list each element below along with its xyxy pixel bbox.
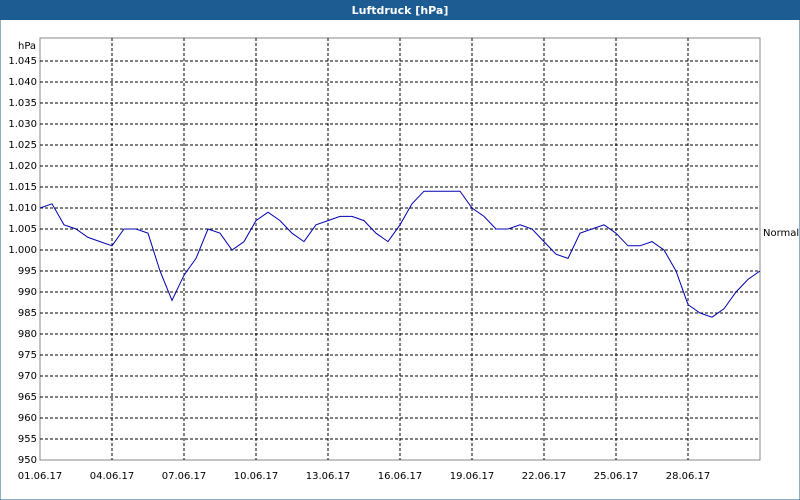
x-tick-label: 19.06.17 bbox=[450, 471, 495, 482]
chart-title: Luftdruck [hPa] bbox=[352, 4, 449, 17]
x-tick-label: 04.06.17 bbox=[90, 471, 135, 482]
y-tick-label: 960 bbox=[18, 413, 37, 424]
y-tick-label: 1.045 bbox=[8, 56, 37, 67]
y-tick-label: 995 bbox=[18, 266, 37, 277]
x-tick-label: 28.06.17 bbox=[666, 471, 711, 482]
y-tick-label: 1.025 bbox=[8, 140, 37, 151]
x-tick-label: 25.06.17 bbox=[594, 471, 639, 482]
data-line bbox=[39, 190, 761, 318]
y-tick-label: 1.030 bbox=[8, 119, 37, 130]
y-tick-label: 1.020 bbox=[8, 161, 37, 172]
y-tick-label: 990 bbox=[18, 287, 37, 298]
x-tick-label: 13.06.17 bbox=[306, 471, 351, 482]
y-tick-label: 1.015 bbox=[8, 182, 37, 193]
x-tick-label: 01.06.17 bbox=[18, 471, 63, 482]
series-label: Normal bbox=[763, 228, 799, 239]
x-tick-label: 22.06.17 bbox=[522, 471, 567, 482]
y-tick-label: 955 bbox=[18, 434, 37, 445]
title-bar bbox=[0, 0, 800, 20]
x-tick-label: 10.06.17 bbox=[234, 471, 279, 482]
y-tick-label: 1.035 bbox=[8, 98, 37, 109]
y-tick-label: 1.000 bbox=[8, 245, 37, 256]
y-tick-label: 950 bbox=[18, 455, 37, 466]
y-tick-label: 970 bbox=[18, 371, 37, 382]
y-tick-label: 1.040 bbox=[8, 77, 37, 88]
x-tick-label: 16.06.17 bbox=[378, 471, 423, 482]
y-tick-label: 1.010 bbox=[8, 203, 37, 214]
y-tick-label: 965 bbox=[18, 392, 37, 403]
y-tick-label: 985 bbox=[18, 308, 37, 319]
y-axis-label: hPa bbox=[18, 41, 36, 52]
y-tick-label: 975 bbox=[18, 350, 37, 361]
y-tick-label: 1.005 bbox=[8, 224, 37, 235]
y-tick-label: 980 bbox=[18, 329, 37, 340]
x-tick-label: 07.06.17 bbox=[162, 471, 207, 482]
